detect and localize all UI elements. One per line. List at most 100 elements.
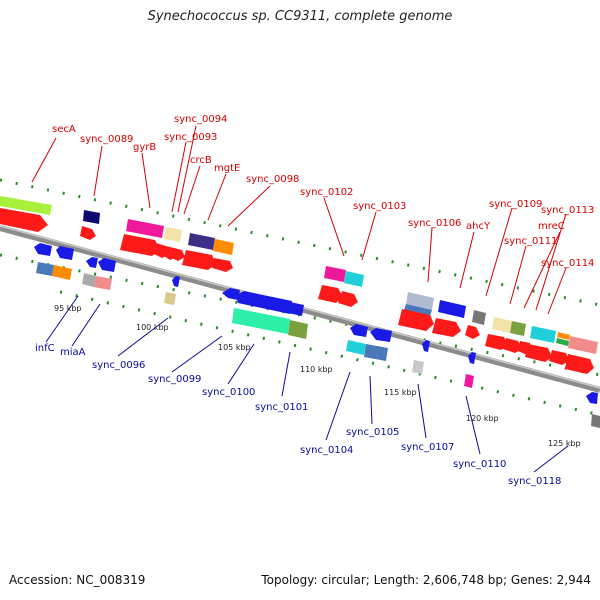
label-sync_0102: sync_0102 — [300, 187, 353, 198]
leader-line — [45, 295, 79, 343]
label-sync_0105: sync_0105 — [346, 427, 399, 438]
leader-line — [323, 197, 345, 257]
gene-block — [212, 258, 233, 272]
gene-block — [472, 310, 486, 325]
label-sync_0096: sync_0096 — [92, 360, 145, 371]
leader-line — [31, 137, 57, 183]
gene-block — [120, 234, 160, 256]
label-sync_0100: sync_0100 — [202, 387, 255, 398]
gene-block — [213, 239, 234, 255]
tick-115-kbp: 115 kbp — [384, 388, 417, 397]
gene-block — [82, 273, 96, 287]
tick-95-kbp: 95 kbp — [54, 304, 82, 313]
leader-line — [361, 211, 377, 261]
label-sync_0098: sync_0098 — [246, 174, 299, 185]
upper-strand-features — [0, 196, 598, 374]
leader-line — [325, 371, 351, 441]
gene-block — [86, 257, 98, 268]
label-sync_0109: sync_0109 — [489, 199, 542, 210]
leader-line — [171, 335, 223, 373]
gene-block — [557, 332, 570, 340]
label-sync_0111: sync_0111 — [504, 236, 557, 247]
leader-line — [427, 227, 433, 283]
label-sync_0089: sync_0089 — [80, 134, 133, 145]
leader-line — [459, 231, 475, 289]
gene-block — [468, 352, 476, 364]
tick-105-kbp: 105 kbp — [218, 343, 251, 352]
leader-line — [141, 152, 151, 209]
gene-block — [182, 250, 216, 270]
label-sync_0103: sync_0103 — [353, 201, 406, 212]
gene-block — [288, 302, 304, 316]
gene-block — [172, 276, 180, 287]
gene-block — [510, 321, 526, 336]
gene-block — [222, 288, 240, 300]
leader-line — [369, 375, 373, 425]
leader-line — [485, 207, 513, 297]
gene-block — [565, 354, 594, 374]
gene-block — [52, 265, 72, 280]
genome-summary-text: Topology: circular; Length: 2,606,748 bp… — [261, 573, 591, 587]
label-mgtE: mgtE — [214, 163, 240, 174]
ruler-tick-labels: 95 kbp 100 kbp 105 kbp 110 kbp 115 kbp 1… — [54, 304, 581, 448]
gene-block — [485, 334, 508, 350]
tick-125-kbp: 125 kbp — [548, 439, 581, 448]
gene-block — [0, 208, 48, 232]
gene-block — [164, 292, 176, 305]
gene-block — [164, 227, 182, 242]
top-gene-labels: secA sync_0089 gyrB sync_0093 sync_0094 … — [31, 114, 594, 315]
gene-block — [465, 325, 480, 339]
leader-line — [177, 125, 197, 213]
label-mreC: mreC — [538, 221, 565, 232]
gene-block — [503, 338, 522, 353]
gene-block — [34, 243, 52, 256]
gene-block — [412, 360, 424, 374]
leader-line — [509, 245, 527, 305]
gene-block — [364, 344, 388, 361]
gene-block — [0, 196, 52, 215]
gene-block — [525, 344, 552, 362]
lower-strand-features — [34, 243, 600, 428]
gene-block — [288, 320, 308, 339]
gene-block — [432, 318, 461, 337]
gene-block — [492, 317, 512, 333]
label-sync_0106: sync_0106 — [408, 218, 461, 229]
leader-line — [547, 267, 567, 315]
tick-100-kbp: 100 kbp — [136, 323, 169, 332]
gene-block — [56, 246, 74, 260]
gene-block — [324, 266, 346, 282]
leader-line — [281, 351, 291, 397]
gene-block — [126, 219, 164, 238]
bottom-gene-labels: infC miaA sync_0096 sync_0099 sync_0100 … — [35, 295, 569, 487]
leader-line — [465, 395, 481, 455]
gene-block — [556, 338, 569, 346]
leader-line — [117, 317, 169, 357]
label-sync_0099: sync_0099 — [148, 374, 201, 385]
label-gyrB: gyrB — [133, 142, 156, 153]
gene-block — [346, 340, 366, 355]
leader-line — [227, 185, 271, 227]
gene-block — [172, 248, 185, 261]
tick-110-kbp: 110 kbp — [300, 365, 333, 374]
leader-line — [535, 213, 567, 311]
gene-block — [422, 340, 430, 352]
leader-line — [183, 165, 201, 215]
label-sync_0093: sync_0093 — [164, 132, 217, 143]
label-sync_0110: sync_0110 — [453, 459, 506, 470]
label-infC: infC — [35, 343, 55, 354]
leader-line — [417, 383, 427, 439]
label-sync_0094: sync_0094 — [174, 114, 227, 125]
gene-block — [568, 336, 598, 354]
leader-line — [93, 145, 103, 197]
label-miaA: miaA — [60, 347, 86, 358]
gene-block — [404, 304, 432, 316]
leader-line — [71, 303, 101, 347]
tick-120-kbp: 120 kbp — [466, 414, 499, 423]
gene-block — [80, 226, 96, 240]
accession-text: Accession: NC_008319 — [9, 573, 146, 587]
label-ahcY: ahcY — [466, 221, 491, 232]
leader-line — [171, 141, 187, 213]
label-sync_0113: sync_0113 — [541, 205, 594, 216]
leader-line — [523, 231, 561, 309]
